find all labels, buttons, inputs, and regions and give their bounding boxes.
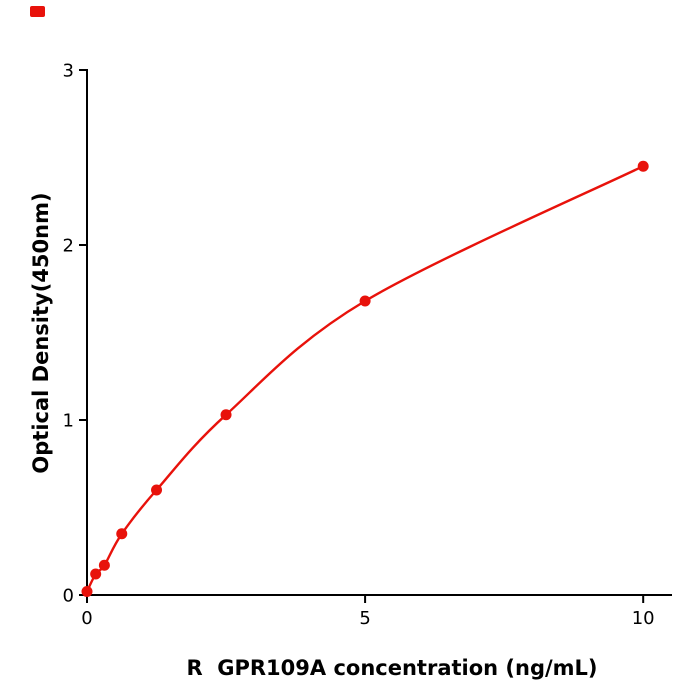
x-tick-label: 0 <box>81 608 92 629</box>
x-axis-label: R GPR109A concentration (ng/mL) <box>186 656 598 680</box>
y-axis-label: Optical Density(450nm) <box>29 192 53 474</box>
data-point-marker <box>359 295 371 307</box>
data-point-marker <box>116 528 128 540</box>
data-point-marker <box>81 586 93 597</box>
corner-mark <box>30 6 45 17</box>
y-tick-label: 2 <box>63 236 74 257</box>
data-point-marker <box>637 160 649 172</box>
x-tick-label: 5 <box>359 608 370 629</box>
y-tick-label: 0 <box>63 586 74 607</box>
data-point-marker <box>90 568 102 580</box>
y-tick-label: 3 <box>63 61 74 82</box>
x-tick-label: 10 <box>632 608 655 629</box>
axis-spines <box>86 69 672 596</box>
data-point-marker <box>98 559 110 571</box>
y-tick-label: 1 <box>63 411 74 432</box>
data-point-marker <box>220 409 232 421</box>
data-point-marker <box>151 484 163 496</box>
series-line <box>85 165 644 593</box>
